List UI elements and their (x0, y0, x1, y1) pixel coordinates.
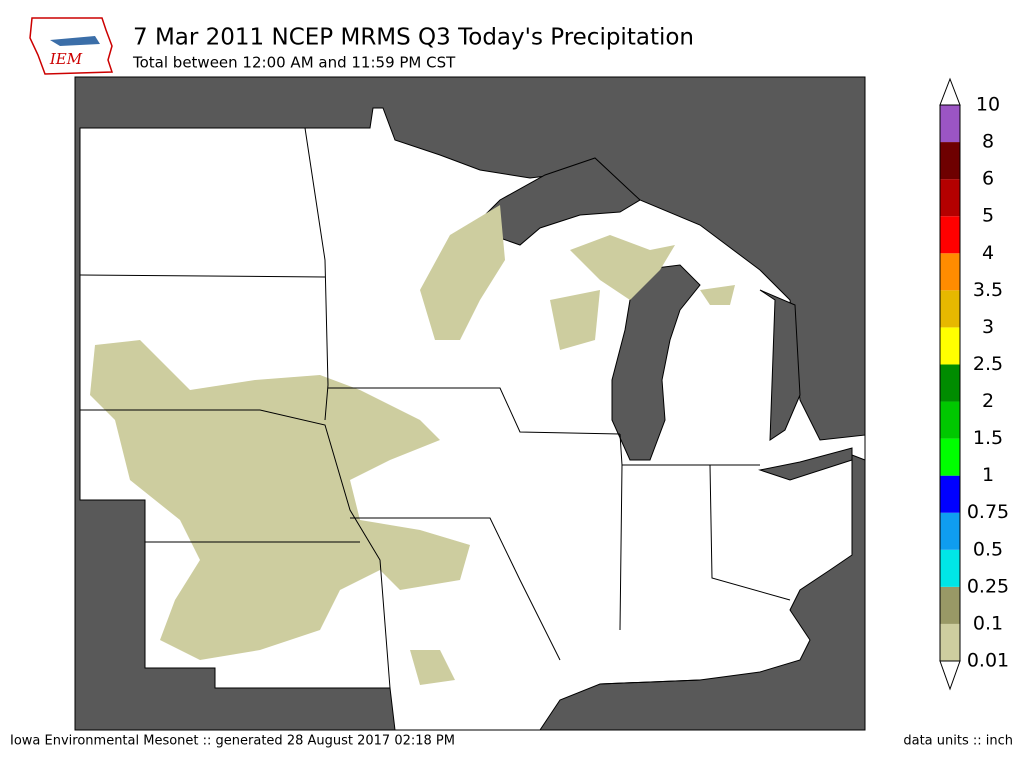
logo-text: IEM (49, 50, 83, 68)
colorbar-label: 1 (982, 464, 994, 486)
colorbar-label: 8 (982, 131, 994, 153)
colorbar-label: 0.5 (973, 538, 1003, 560)
lake-huron (759, 289, 801, 441)
colorbar-extend-bottom (939, 660, 961, 691)
colorbar-segment (940, 401, 960, 439)
colorbar-label: 4 (982, 242, 994, 264)
colorbar-label: 0.01 (967, 650, 1009, 672)
colorbar-label: 1.5 (973, 427, 1003, 449)
colorbar-label: 6 (982, 168, 994, 190)
state-border (79, 274, 326, 278)
colorbar-label: 2 (982, 390, 994, 412)
colorbar-label: 5 (982, 205, 994, 227)
map (74, 76, 866, 731)
precip-area (420, 205, 505, 340)
colorbar-segment (940, 142, 960, 180)
colorbar-label: 3 (982, 316, 994, 338)
state-border (328, 387, 621, 435)
logo-outline (29, 17, 114, 75)
colorbar-extend-top (939, 77, 961, 106)
precip-area (550, 290, 600, 350)
colorbar-segment (940, 290, 960, 328)
state-borders (79, 127, 791, 689)
logo: IEM (29, 17, 114, 75)
colorbar-label: 2.5 (973, 353, 1003, 375)
colorbar-segment (940, 438, 960, 476)
state-border (599, 679, 701, 685)
lake-michigan (611, 264, 701, 461)
footer-left: Iowa Environmental Mesonet :: generated … (10, 734, 455, 749)
colorbar-segment (940, 623, 960, 661)
colorbar-segment (940, 327, 960, 365)
state-border (80, 409, 391, 689)
precip-area (570, 235, 675, 300)
colorbar-segment (940, 475, 960, 513)
colorbar-label: 0.75 (967, 501, 1009, 523)
footer-right: data units :: inch (903, 734, 1013, 749)
logo-icon (50, 36, 100, 46)
lake-superior (458, 157, 641, 246)
colorbar-segment (940, 179, 960, 217)
colorbar-segment (940, 586, 960, 624)
state-border (304, 127, 329, 421)
colorbar-frame (939, 104, 961, 662)
colorbar-segment (940, 253, 960, 291)
colorbar-segment (940, 364, 960, 402)
subtitle: Total between 12:00 AM and 11:59 PM CST (132, 54, 456, 72)
colorbar-label: 0.25 (967, 575, 1009, 597)
colorbar: 0.01 0.1 0.25 0.5 0.75 1 1.5 2 2.5 3 3.5 4 5 6 8 10 (939, 77, 1009, 691)
colorbar-segment (940, 105, 960, 143)
state-border (622, 464, 791, 601)
precip-area (90, 340, 470, 660)
state-border (350, 517, 561, 661)
colorbar-segment (940, 549, 960, 587)
colorbar-segment (940, 512, 960, 550)
title: 7 Mar 2011 NCEP MRMS Q3 Today's Precipit… (133, 25, 694, 51)
precip-areas (90, 205, 735, 685)
colorbar-label: 10 (976, 94, 1000, 116)
precip-area (410, 650, 455, 685)
lake-erie (758, 447, 853, 481)
colorbar-label: 3.5 (973, 279, 1003, 301)
colorbar-segment (940, 216, 960, 254)
precip-area (700, 285, 735, 305)
colorbar-label: 0.1 (973, 612, 1003, 634)
